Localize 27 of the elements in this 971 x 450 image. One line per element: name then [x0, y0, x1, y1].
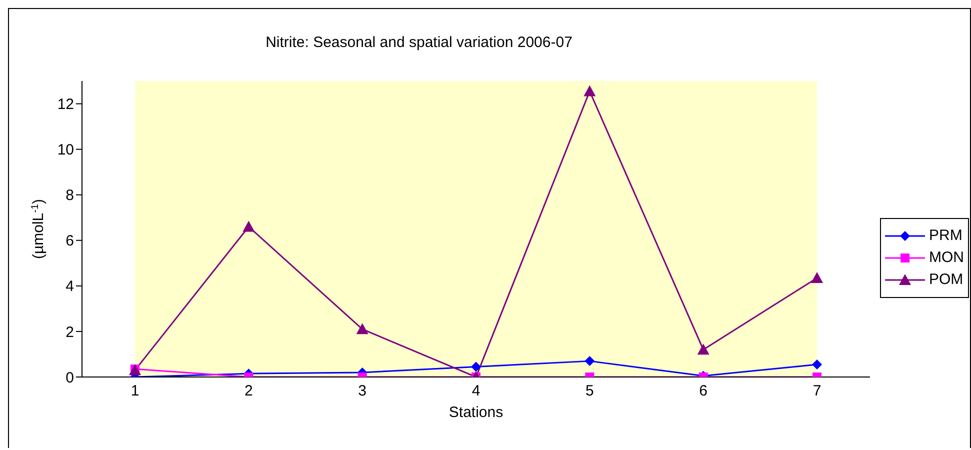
x-tick-label: 4	[472, 382, 480, 400]
x-tick-label: 1	[130, 382, 140, 400]
y-tick-label: 4	[66, 278, 74, 296]
y-tick-label: 6	[66, 232, 74, 250]
y-tick-label: 2	[66, 324, 74, 341]
point	[471, 362, 481, 372]
point	[584, 85, 596, 96]
x-tick-label: 7	[812, 382, 822, 400]
legend-label: MON	[929, 248, 964, 268]
legend-label: POM	[929, 270, 964, 290]
y-tick-label: 10	[57, 142, 74, 159]
point	[812, 359, 822, 370]
y-tick-label: 8	[66, 187, 74, 204]
point	[811, 272, 823, 283]
x-axis-title: Stations	[448, 404, 504, 421]
point	[584, 356, 595, 366]
point	[697, 344, 710, 355]
point	[356, 323, 368, 334]
chart-title: Nitrite: Seasonal and spatial variation 2006-07	[264, 34, 574, 51]
x-tick-label: 3	[358, 382, 367, 400]
x-tick-label: 6	[699, 382, 708, 400]
x-tick-label: 2	[244, 382, 253, 400]
x-tick-label: 5	[585, 382, 594, 400]
y-tick-label: 0	[66, 369, 74, 386]
legend-label: PRM	[929, 226, 962, 246]
y-tick-label: 12	[57, 96, 74, 114]
point	[242, 220, 255, 232]
